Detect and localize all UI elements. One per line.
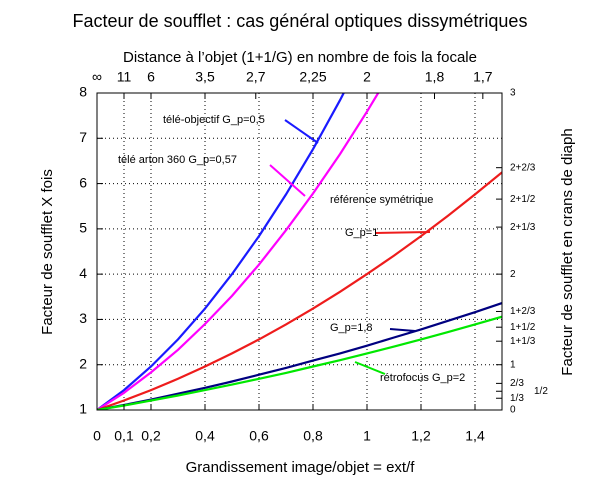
- ticks: 0 0,1 0,2 0,4 0,6 0,8 1 1,2 1,4∞ 11 6 3,5 2,7 2,25 2 1,…: [79, 69, 548, 444]
- series-label: télé arton 360 G_p=0,57: [118, 154, 237, 166]
- series-line: [97, 93, 380, 410]
- x2-tick-label: 2,25: [299, 69, 326, 85]
- y2-tick-label: 2+2/3: [510, 162, 536, 173]
- leader-line: [389, 328, 416, 332]
- x-tick-label: 0,6: [249, 428, 269, 444]
- x2-tick-label: 6: [147, 69, 155, 85]
- y2-tick-label: 1+1/3: [510, 336, 536, 347]
- y-tick-label: 5: [79, 220, 87, 236]
- y-tick-label: 3: [79, 310, 87, 326]
- x-axis-label: Grandissement image/objet = ext/f: [186, 459, 416, 476]
- leader-line: [269, 164, 306, 197]
- y-tick-label: 7: [79, 129, 87, 145]
- x-tick-label: 0,4: [195, 428, 215, 444]
- x-tick-label: 0: [93, 428, 101, 444]
- y2-tick-label: 1/2: [534, 386, 548, 397]
- series-line: [97, 315, 502, 410]
- x2-tick-label: 1,7: [473, 69, 493, 85]
- plot-frame: [96, 92, 503, 411]
- y2-tick-label: 2/3: [510, 378, 524, 389]
- x-tick-label: 1: [363, 428, 371, 444]
- y2-tick-label: 0: [510, 405, 516, 416]
- series-label: télé-objectif G_p=0,5: [163, 114, 265, 126]
- series-label: rétrofocus G_p=2: [380, 372, 465, 384]
- y-tick-label: 1: [79, 401, 87, 417]
- y2-tick-label: 2: [510, 269, 516, 280]
- series-label: G_p=1: [345, 227, 378, 239]
- x2-tick-label: 3,5: [195, 69, 215, 85]
- y2-tick-label: 1/3: [510, 393, 524, 404]
- x2-tick-label: 1,8: [425, 69, 445, 85]
- chart-title: Facteur de soufflet : cas général optiqu…: [73, 11, 528, 31]
- y2-tick-label: 2+1/2: [510, 194, 536, 205]
- y-tick-label: 8: [79, 84, 87, 100]
- y-tick-label: 6: [79, 174, 87, 190]
- grid: [97, 93, 502, 410]
- x2-tick-label: 11: [117, 69, 132, 85]
- y2-tick-label: 3: [510, 88, 516, 99]
- series-line: [97, 171, 502, 410]
- leader-line: [354, 361, 386, 375]
- leader-line: [374, 231, 431, 234]
- y-tick-label: 2: [79, 355, 87, 371]
- x-tick-label: 1,4: [465, 428, 485, 444]
- series-label: G_p=1,8: [330, 322, 373, 334]
- y2-tick-label: 1+2/3: [510, 306, 536, 317]
- x-tick-label: 0,1: [114, 428, 134, 444]
- x-tick-label: 0,2: [141, 428, 161, 444]
- series-line: [97, 302, 502, 410]
- y2-axis-label: Facteur de soufflet en crans de diaph: [559, 128, 576, 375]
- y2-tick-label: 2+1/3: [510, 222, 536, 233]
- y-tick-label: 4: [79, 265, 87, 281]
- x2-tick-label: 2,7: [246, 69, 266, 85]
- x-tick-label: 1,2: [411, 428, 431, 444]
- y2-tick-label: 1: [510, 359, 516, 370]
- x-tick-label: 0,8: [303, 428, 323, 444]
- x2-tick-label: ∞: [92, 69, 102, 85]
- annotation: référence symétrique: [330, 194, 433, 206]
- y-axis-label: Facteur de soufflet X fois: [39, 169, 56, 335]
- leader-line: [284, 119, 319, 144]
- series-line: [97, 93, 345, 410]
- plot-lines: [97, 93, 502, 410]
- x2-tick-label: 2: [363, 69, 371, 85]
- y2-tick-label: 1+1/2: [510, 322, 536, 333]
- x2-axis-label: Distance à l’objet (1+1/G) en nombre de …: [123, 49, 477, 66]
